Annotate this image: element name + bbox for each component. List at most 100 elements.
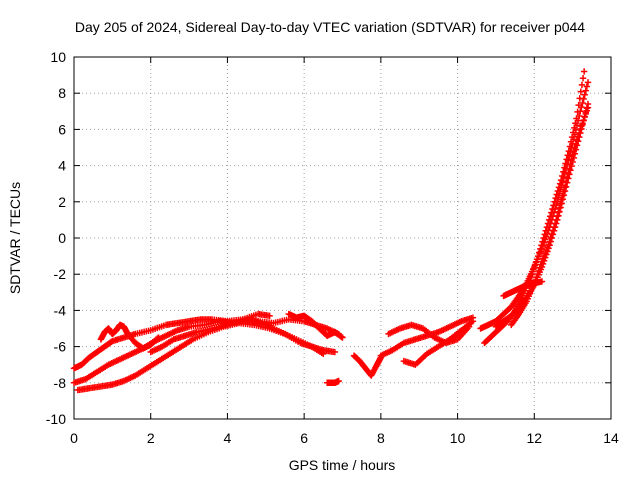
data-point (571, 144, 579, 151)
data-point (579, 99, 586, 107)
data-point (544, 220, 552, 227)
data-point (469, 318, 477, 325)
data-point (574, 108, 581, 116)
data-point (543, 223, 551, 231)
data-point (154, 335, 161, 342)
data-point (537, 261, 545, 268)
data-point (575, 101, 582, 109)
data-point (584, 79, 592, 86)
data-point (528, 271, 535, 278)
data-point (536, 264, 543, 271)
data-point (549, 205, 556, 213)
data-point (553, 191, 560, 198)
data-point (560, 168, 567, 176)
data-point (573, 137, 581, 144)
series-track-p (500, 278, 546, 300)
grid (74, 57, 611, 419)
data-point (558, 196, 565, 203)
y-tick-label: -6 (54, 339, 67, 355)
data-point (559, 172, 566, 180)
data-point (534, 270, 541, 278)
data-point (545, 216, 553, 224)
data-point (570, 147, 577, 155)
data-point (566, 143, 574, 150)
data-point (540, 234, 547, 242)
series-track-f (285, 310, 346, 341)
y-tick-label: -8 (54, 375, 67, 391)
data-point (568, 156, 575, 163)
x-tick-label: 8 (377, 430, 385, 446)
data-point (527, 274, 534, 282)
data-point (569, 129, 577, 136)
data-point (538, 242, 545, 249)
series-track-h (350, 352, 385, 379)
data-point (550, 223, 558, 231)
data-point (572, 119, 579, 127)
data-point (155, 334, 162, 341)
data-point (580, 116, 587, 124)
data-point (551, 198, 558, 205)
data-point (584, 104, 592, 111)
y-tick-label: 10 (50, 49, 66, 65)
data-point (556, 180, 564, 187)
data-point (569, 151, 576, 158)
data-point (546, 238, 553, 245)
y-axis-label: SDTVAR / TECUs (7, 182, 23, 294)
data-point (335, 377, 342, 385)
data-point (550, 202, 557, 209)
data-point (576, 95, 583, 102)
data-point (557, 200, 564, 208)
data-point (555, 184, 563, 191)
data-point (533, 256, 541, 263)
data-point (535, 267, 542, 275)
axis-ticks: 0 2 4 6 8 10 12 14 -10 -8 -6 -4 -2 0 2 4 6 8 10 (46, 49, 619, 446)
data-point (531, 262, 539, 269)
y-tick-label: -2 (54, 266, 67, 282)
data-point (582, 110, 589, 118)
data-point (574, 133, 582, 140)
data-point (580, 68, 588, 75)
data-point (572, 140, 580, 148)
y-tick-label: 8 (58, 85, 66, 101)
data-point (573, 115, 580, 122)
series-track-g (323, 377, 342, 386)
data-point (566, 165, 573, 172)
data-point (563, 174, 571, 182)
y-tick-label: 6 (58, 121, 66, 137)
data-point (554, 213, 561, 220)
data-point (571, 124, 578, 132)
data-point (579, 119, 586, 127)
data-point (557, 176, 565, 184)
data-point (542, 227, 549, 234)
data-point (551, 220, 559, 227)
data-point (554, 187, 562, 195)
data-point (577, 126, 584, 133)
x-tick-label: 14 (603, 430, 619, 446)
series-track-d (97, 321, 162, 352)
data-point (566, 171, 573, 178)
data-point (536, 249, 543, 256)
data-point (534, 252, 542, 260)
data-point (577, 88, 585, 95)
data-point (565, 170, 572, 177)
data-point (553, 216, 560, 224)
data-points (70, 68, 592, 394)
data-point (561, 184, 569, 191)
data-point (581, 91, 588, 98)
series-track-k (400, 318, 477, 368)
data-point (533, 273, 540, 281)
data-point (583, 107, 591, 114)
data-point (579, 75, 587, 82)
data-point (331, 348, 339, 356)
x-axis-label: GPS time / hours (289, 457, 396, 473)
data-point (560, 188, 568, 195)
data-point (338, 333, 345, 340)
data-point (548, 209, 555, 216)
data-point (537, 245, 544, 253)
data-point (556, 204, 563, 212)
data-point (532, 259, 540, 266)
y-tick-label: 0 (58, 230, 66, 246)
x-tick-label: 2 (147, 430, 155, 446)
data-point (548, 231, 556, 238)
